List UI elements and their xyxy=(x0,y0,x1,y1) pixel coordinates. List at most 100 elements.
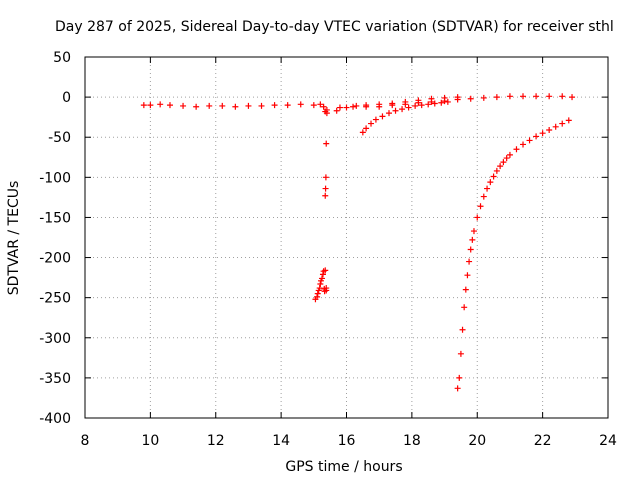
series-outliers xyxy=(312,140,330,303)
data-point xyxy=(322,174,329,181)
data-point xyxy=(425,101,432,108)
data-point xyxy=(546,127,553,134)
data-point xyxy=(467,246,474,253)
data-point xyxy=(166,102,173,109)
data-point xyxy=(520,141,527,148)
y-tick-label: -350 xyxy=(39,371,71,387)
y-tick-label: -150 xyxy=(39,210,71,226)
data-point xyxy=(513,146,520,153)
data-point xyxy=(376,101,383,108)
data-point xyxy=(415,97,422,104)
data-point xyxy=(466,258,473,265)
x-tick-label: 8 xyxy=(81,433,90,449)
data-point xyxy=(431,100,438,107)
data-point xyxy=(385,110,392,117)
data-point xyxy=(444,98,451,105)
data-point xyxy=(363,102,370,109)
data-point xyxy=(180,102,187,109)
data-point xyxy=(484,185,491,192)
data-point xyxy=(350,103,357,110)
data-point xyxy=(323,287,330,294)
x-tick-label: 14 xyxy=(272,433,290,449)
data-point xyxy=(310,102,317,109)
data-point xyxy=(336,104,343,111)
data-point xyxy=(464,272,471,279)
data-point xyxy=(438,99,445,106)
data-point xyxy=(506,93,513,100)
y-tick-label: 0 xyxy=(62,90,71,106)
data-point xyxy=(379,113,386,120)
data-point xyxy=(359,129,366,136)
data-point xyxy=(546,93,553,100)
x-tick-label: 18 xyxy=(403,433,421,449)
data-point xyxy=(219,102,226,109)
data-point xyxy=(559,120,566,127)
data-point xyxy=(461,304,468,311)
data-point xyxy=(470,228,477,235)
data-point xyxy=(284,102,291,109)
data-point xyxy=(533,93,540,100)
data-point xyxy=(569,94,576,101)
data-point xyxy=(322,267,329,274)
data-point xyxy=(552,123,559,130)
data-point xyxy=(459,326,466,333)
y-axis-label: SDTVAR / TECUs xyxy=(6,181,22,296)
data-point xyxy=(232,103,239,110)
data-point xyxy=(520,93,527,100)
data-point xyxy=(454,94,461,101)
x-tick-label: 24 xyxy=(599,433,617,449)
data-point xyxy=(490,173,497,180)
data-point xyxy=(322,185,329,192)
data-point xyxy=(500,159,507,166)
data-point xyxy=(318,275,325,282)
data-point xyxy=(405,104,412,111)
data-point xyxy=(480,193,487,200)
data-point xyxy=(147,102,154,109)
grid xyxy=(85,57,608,418)
data-point xyxy=(441,94,448,101)
data-point xyxy=(372,116,379,123)
data-point xyxy=(320,103,327,110)
chart-title: Day 287 of 2025, Sidereal Day-to-day VTE… xyxy=(55,19,614,35)
x-tick-label: 22 xyxy=(534,433,552,449)
data-point xyxy=(428,95,435,102)
data-point xyxy=(389,100,396,107)
data-point xyxy=(323,140,330,147)
data-point xyxy=(392,107,399,114)
data-point xyxy=(469,236,476,243)
data-point xyxy=(333,107,340,114)
y-tick-label: -100 xyxy=(39,170,71,186)
data-point xyxy=(480,94,487,101)
y-tick-label: -400 xyxy=(39,411,71,427)
data-point xyxy=(493,94,500,101)
data-point xyxy=(322,192,329,199)
data-point xyxy=(559,93,566,100)
data-point xyxy=(314,293,321,300)
data-point xyxy=(353,102,360,109)
data-point xyxy=(317,101,324,108)
y-tick-label: -300 xyxy=(39,331,71,347)
y-tick-label: 50 xyxy=(53,50,71,66)
data-point xyxy=(497,163,504,170)
x-axis-label: GPS time / hours xyxy=(285,459,402,475)
data-point xyxy=(474,214,481,221)
data-point xyxy=(343,104,350,111)
data-point xyxy=(140,102,147,109)
series-arc-B xyxy=(454,117,572,392)
data-point xyxy=(533,133,540,140)
data-point xyxy=(245,102,252,109)
series-band-B xyxy=(323,94,461,117)
data-point xyxy=(487,179,494,186)
data-point xyxy=(539,130,546,137)
x-tick-label: 12 xyxy=(207,433,225,449)
data-point xyxy=(319,271,326,278)
data-point xyxy=(503,155,510,162)
data-point xyxy=(477,203,484,210)
x-tick-label: 10 xyxy=(141,433,159,449)
data-point xyxy=(565,117,572,124)
data-point xyxy=(363,125,370,132)
data-point xyxy=(271,102,278,109)
data-point xyxy=(206,102,213,109)
data-point xyxy=(418,102,425,109)
data-point xyxy=(462,286,469,293)
